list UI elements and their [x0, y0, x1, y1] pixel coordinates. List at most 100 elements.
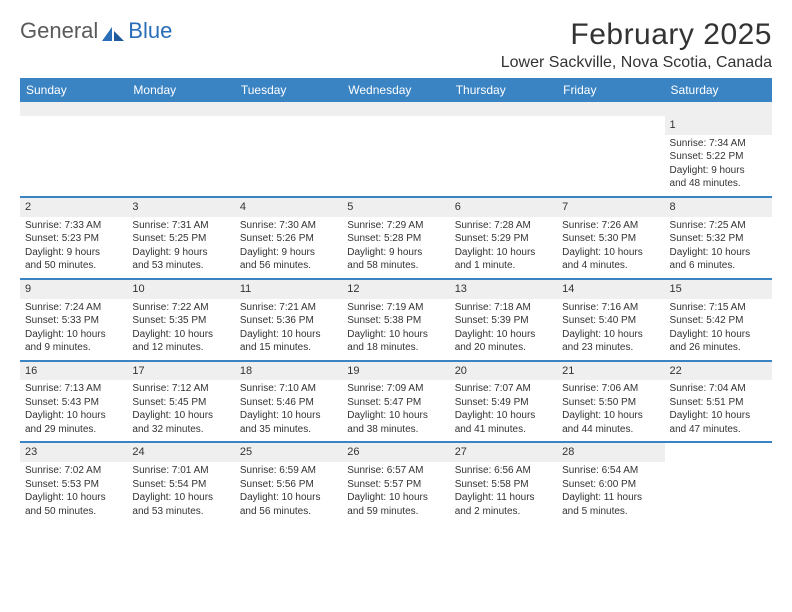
- day-cell: .: [235, 116, 342, 196]
- logo-text-general: General: [20, 18, 98, 44]
- day-day2: and 26 minutes.: [670, 341, 767, 355]
- day-day1: Daylight: 10 hours: [455, 409, 552, 423]
- week-row: ......1Sunrise: 7:34 AMSunset: 5:22 PMDa…: [20, 116, 772, 196]
- day-number: 2: [20, 198, 127, 217]
- day-sunrise: Sunrise: 6:56 AM: [455, 464, 552, 478]
- weekday-thursday: Thursday: [450, 78, 557, 102]
- day-sunset: Sunset: 5:25 PM: [132, 232, 229, 246]
- day-sunset: Sunset: 5:23 PM: [25, 232, 122, 246]
- weekday-monday: Monday: [127, 78, 234, 102]
- day-sunset: Sunset: 6:00 PM: [562, 478, 659, 492]
- day-sunrise: Sunrise: 7:21 AM: [240, 301, 337, 315]
- day-sunset: Sunset: 5:26 PM: [240, 232, 337, 246]
- day-day1: Daylight: 11 hours: [562, 491, 659, 505]
- logo-sail-icon: [102, 21, 124, 37]
- day-sunrise: Sunrise: 7:33 AM: [25, 219, 122, 233]
- day-sunrise: Sunrise: 7:07 AM: [455, 382, 552, 396]
- day-sunrise: Sunrise: 7:09 AM: [347, 382, 444, 396]
- day-day1: Daylight: 10 hours: [562, 409, 659, 423]
- day-cell: 12Sunrise: 7:19 AMSunset: 5:38 PMDayligh…: [342, 280, 449, 360]
- day-sunrise: Sunrise: 7:28 AM: [455, 219, 552, 233]
- header: General Blue February 2025 Lower Sackvil…: [20, 18, 772, 72]
- day-day2: and 2 minutes.: [455, 505, 552, 519]
- day-cell: .: [20, 116, 127, 196]
- day-day1: Daylight: 10 hours: [562, 328, 659, 342]
- day-day2: and 4 minutes.: [562, 259, 659, 273]
- day-cell: .: [342, 116, 449, 196]
- day-number: 8: [665, 198, 772, 217]
- day-day2: and 59 minutes.: [347, 505, 444, 519]
- day-number: 1: [665, 116, 772, 135]
- day-cell: 6 Sunrise: 7:28 AMSunset: 5:29 PMDaylight…: [450, 198, 557, 278]
- day-number: 15: [665, 280, 772, 299]
- day-cell: 17Sunrise: 7:12 AMSunset: 5:45 PMDayligh…: [127, 362, 234, 442]
- day-day2: and 38 minutes.: [347, 423, 444, 437]
- day-day1: Daylight: 10 hours: [240, 409, 337, 423]
- week-row: 2Sunrise: 7:33 AMSunset: 5:23 PMDaylight…: [20, 196, 772, 278]
- day-sunset: Sunset: 5:29 PM: [455, 232, 552, 246]
- day-cell: 26Sunrise: 6:57 AMSunset: 5:57 PMDayligh…: [342, 443, 449, 523]
- logo: General Blue: [20, 18, 172, 44]
- day-day1: Daylight: 10 hours: [25, 491, 122, 505]
- title-block: February 2025 Lower Sackville, Nova Scot…: [501, 18, 772, 72]
- day-day2: and 29 minutes.: [25, 423, 122, 437]
- day-cell: 9Sunrise: 7:24 AMSunset: 5:33 PMDaylight…: [20, 280, 127, 360]
- day-number: 11: [235, 280, 342, 299]
- day-cell: 18Sunrise: 7:10 AMSunset: 5:46 PMDayligh…: [235, 362, 342, 442]
- day-cell: 25Sunrise: 6:59 AMSunset: 5:56 PMDayligh…: [235, 443, 342, 523]
- day-cell: 14 Sunrise: 7:16 AMSunset: 5:40 PMDayligh…: [557, 280, 664, 360]
- day-day1: Daylight: 10 hours: [25, 328, 122, 342]
- day-sunset: Sunset: 5:35 PM: [132, 314, 229, 328]
- weekday-saturday: Saturday: [665, 78, 772, 102]
- day-day2: and 41 minutes.: [455, 423, 552, 437]
- day-day1: Daylight: 10 hours: [670, 328, 767, 342]
- day-sunrise: Sunrise: 7:06 AM: [562, 382, 659, 396]
- day-sunset: Sunset: 5:40 PM: [562, 314, 659, 328]
- day-day1: Daylight: 10 hours: [347, 328, 444, 342]
- weekday-friday: Friday: [557, 78, 664, 102]
- day-number: 5: [342, 198, 449, 217]
- day-day1: Daylight: 10 hours: [347, 409, 444, 423]
- day-cell: .: [557, 116, 664, 196]
- day-cell: 1Sunrise: 7:34 AMSunset: 5:22 PMDaylight…: [665, 116, 772, 196]
- day-day1: Daylight: 10 hours: [132, 491, 229, 505]
- day-day2: and 58 minutes.: [347, 259, 444, 273]
- logo-text-blue: Blue: [128, 18, 172, 44]
- day-number: 9: [20, 280, 127, 299]
- day-day2: and 1 minute.: [455, 259, 552, 273]
- day-cell: 21Sunrise: 7:06 AMSunset: 5:50 PMDayligh…: [557, 362, 664, 442]
- day-cell: 4Sunrise: 7:30 AMSunset: 5:26 PMDaylight…: [235, 198, 342, 278]
- day-number: 18: [235, 362, 342, 381]
- day-cell: 5Sunrise: 7:29 AMSunset: 5:28 PMDaylight…: [342, 198, 449, 278]
- week-row: 23Sunrise: 7:02 AMSunset: 5:53 PMDayligh…: [20, 441, 772, 523]
- weekday-wednesday: Wednesday: [342, 78, 449, 102]
- day-cell: 11Sunrise: 7:21 AMSunset: 5:36 PMDayligh…: [235, 280, 342, 360]
- day-number: 6: [450, 198, 557, 217]
- day-day2: and 32 minutes.: [132, 423, 229, 437]
- day-cell: 2 Sunrise: 7:33 AMSunset: 5:23 PMDaylight…: [20, 198, 127, 278]
- day-day1: Daylight: 9 hours: [132, 246, 229, 260]
- day-number: 19: [342, 362, 449, 381]
- day-day2: and 53 minutes.: [132, 259, 229, 273]
- day-cell: 22Sunrise: 7:04 AMSunset: 5:51 PMDayligh…: [665, 362, 772, 442]
- day-sunrise: Sunrise: 7:12 AM: [132, 382, 229, 396]
- weeks-container: ......1Sunrise: 7:34 AMSunset: 5:22 PMDa…: [20, 116, 772, 523]
- day-number: 14: [557, 280, 664, 299]
- day-sunset: Sunset: 5:39 PM: [455, 314, 552, 328]
- day-number: 27: [450, 443, 557, 462]
- day-day1: Daylight: 10 hours: [25, 409, 122, 423]
- day-sunrise: Sunrise: 7:16 AM: [562, 301, 659, 315]
- day-sunrise: Sunrise: 7:15 AM: [670, 301, 767, 315]
- day-number: 25: [235, 443, 342, 462]
- day-number: 22: [665, 362, 772, 381]
- day-sunrise: Sunrise: 7:26 AM: [562, 219, 659, 233]
- day-day1: Daylight: 9 hours: [25, 246, 122, 260]
- day-day2: and 12 minutes.: [132, 341, 229, 355]
- day-cell: 23Sunrise: 7:02 AMSunset: 5:53 PMDayligh…: [20, 443, 127, 523]
- location: Lower Sackville, Nova Scotia, Canada: [501, 54, 772, 72]
- day-sunrise: Sunrise: 6:57 AM: [347, 464, 444, 478]
- day-cell: 8Sunrise: 7:25 AMSunset: 5:32 PMDaylight…: [665, 198, 772, 278]
- day-day1: Daylight: 10 hours: [455, 246, 552, 260]
- day-sunrise: Sunrise: 7:18 AM: [455, 301, 552, 315]
- day-day2: and 23 minutes.: [562, 341, 659, 355]
